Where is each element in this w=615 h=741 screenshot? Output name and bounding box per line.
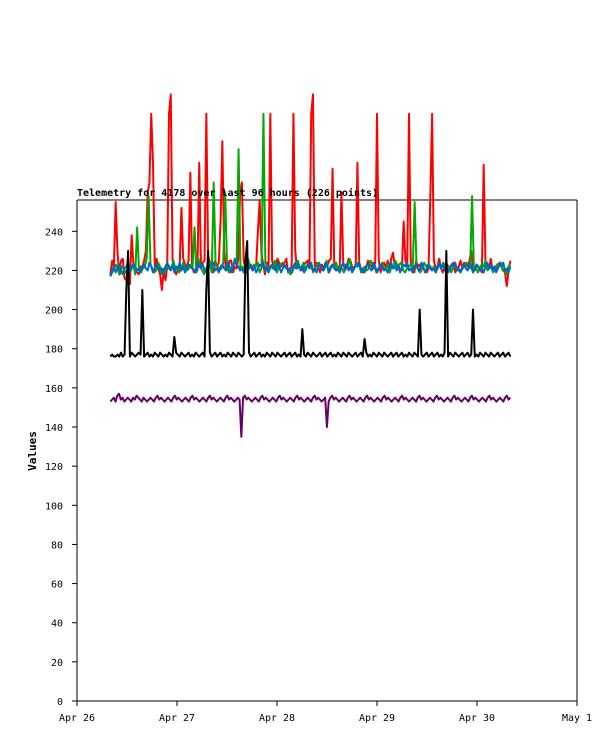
x-tick-label: Apr 30 (459, 713, 495, 724)
x-tick-label: Apr 28 (259, 713, 295, 724)
y-tick-label: 60 (51, 580, 63, 591)
series-line-3 (109, 240, 512, 358)
y-tick-label: 140 (45, 423, 63, 434)
y-tick-label: 120 (45, 462, 63, 473)
y-tick-label: 160 (45, 384, 63, 395)
y-tick-group: 0 20 40 60 80 100 120 140 160 180 200 220 240 (45, 227, 77, 708)
y-tick-label: 180 (45, 345, 63, 356)
y-tick-label: 220 (45, 266, 63, 277)
chart-title: Telemetry for 4178 over last 96 hours (2… (77, 187, 378, 199)
x-tick-label: May 1 (562, 713, 592, 724)
series-line-2 (109, 257, 512, 277)
x-tick-label: Apr 29 (359, 713, 395, 724)
y-tick-label: 240 (45, 227, 63, 238)
x-tick-label: Apr 26 (59, 713, 95, 724)
y-tick-label: 0 (57, 697, 63, 708)
x-tick-label: Apr 27 (159, 713, 195, 724)
y-tick-label: 40 (51, 619, 63, 630)
y-tick-label: 200 (45, 306, 63, 317)
y-tick-label: 20 (51, 658, 63, 669)
series-line-4 (109, 392, 512, 438)
y-axis-title: Values (26, 431, 39, 471)
series-layer (109, 93, 512, 438)
plot-frame (76, 199, 578, 702)
x-tick-group: Apr 26 Apr 27 Apr 28 Apr 29 Apr 30 May 1 (59, 701, 592, 724)
y-tick-label: 100 (45, 501, 63, 512)
y-tick-label: 80 (51, 540, 63, 551)
